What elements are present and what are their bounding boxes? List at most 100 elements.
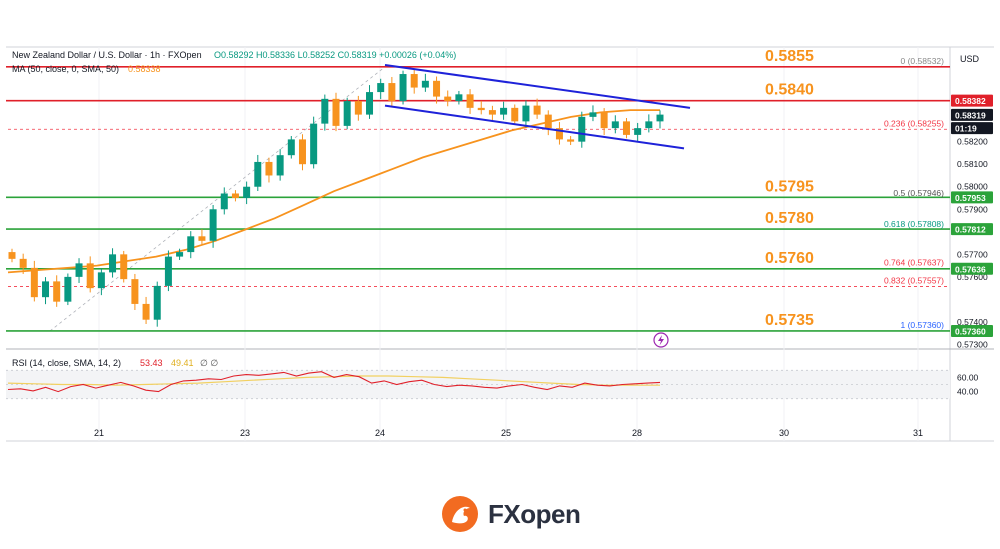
price-tick: 0.57600	[957, 272, 988, 282]
candle-body	[634, 128, 642, 135]
level-labels: 0.5855 0.5840 0.5795 0.5780 0.5760 0.5735	[765, 48, 814, 329]
candle-body	[142, 303, 150, 320]
price-badge-label: 0.57953	[955, 193, 986, 203]
candle-body	[455, 94, 463, 102]
candle-body	[622, 121, 630, 135]
candle-body	[600, 112, 608, 129]
candle-body	[645, 121, 653, 129]
candle-body	[433, 80, 441, 97]
candle-body	[231, 193, 239, 198]
candle-body	[388, 83, 396, 102]
time-tick: 28	[632, 428, 642, 438]
level-label: 0.5855	[765, 48, 814, 65]
lightning-glyph	[658, 335, 664, 346]
price-tick: 0.57700	[957, 249, 988, 259]
candle-body	[243, 186, 251, 198]
candle-body	[298, 139, 306, 165]
candle-body	[97, 272, 105, 289]
candle-body	[578, 116, 586, 142]
candle-body	[86, 263, 94, 289]
price-badge-label: 0.57812	[955, 225, 986, 235]
rsi-value: 53.43	[140, 358, 163, 368]
candle-body	[198, 236, 206, 241]
rsi-tick: 60.00	[957, 372, 979, 382]
candle-body	[332, 98, 340, 126]
candle-body	[276, 155, 284, 176]
candle-body	[209, 209, 217, 241]
price-badge-label: 0.58319	[955, 110, 986, 120]
price-badge	[951, 108, 993, 121]
candle-body	[444, 96, 452, 102]
brand-wordmark: FXopen	[488, 498, 581, 529]
candle-body	[354, 101, 362, 115]
candle-body	[611, 121, 619, 129]
candle-body	[42, 281, 50, 298]
price-badge-label: 0.57360	[955, 326, 986, 336]
level-label: 0.5780	[765, 210, 814, 227]
candle-body	[53, 281, 61, 302]
time-tick: 24	[375, 428, 385, 438]
price-tick: 0.58200	[957, 137, 988, 147]
candle-body	[176, 252, 184, 257]
price-tick: 0.58000	[957, 182, 988, 192]
price-badge-label: 0.58382	[955, 96, 986, 106]
rsi-tick: 40.00	[957, 387, 979, 397]
ohlc-readout: O0.58292 H0.58336 L0.58252 C0.58319 +0.0…	[214, 50, 456, 60]
level-label: 0.5795	[765, 178, 814, 195]
rsi-legend: RSI (14, close, SMA, 14, 2)	[12, 358, 121, 368]
rsi-sma-line	[7, 375, 660, 386]
candle-body	[555, 128, 563, 140]
candle-body	[544, 114, 552, 129]
time-tick: 30	[779, 428, 789, 438]
fib-label: 0.5 (0.57946)	[893, 188, 944, 198]
price-badge-label: 0.57636	[955, 264, 986, 274]
price-axis: 60.0040.000.582000.581000.580000.579000.…	[951, 94, 993, 397]
fib-label: 1 (0.57360)	[901, 320, 945, 330]
rsi-extra: ∅ ∅	[200, 358, 218, 368]
candle-body	[321, 98, 329, 124]
currency-label: USD	[960, 54, 980, 64]
candle-body	[75, 263, 83, 277]
candle-body	[109, 254, 117, 273]
time-tick: 25	[501, 428, 511, 438]
fib-retracement	[8, 66, 950, 332]
price-badge	[951, 94, 993, 107]
fib-label: 0.832 (0.57557)	[884, 276, 944, 286]
time-tick: 21	[94, 428, 104, 438]
time-tick: 31	[913, 428, 923, 438]
candle-body	[19, 258, 27, 268]
fib-label: 0.618 (0.57808)	[884, 219, 944, 229]
dragon-logo-icon	[442, 496, 478, 532]
candle-body	[164, 256, 172, 286]
price-badge	[951, 191, 993, 204]
descending-channel	[384, 64, 691, 150]
price-badge	[951, 223, 993, 236]
candle-body	[131, 279, 139, 304]
candle-body	[488, 110, 496, 115]
candle-body	[120, 254, 128, 280]
rsi-sma-value: 49.41	[171, 358, 194, 368]
candle-body	[589, 112, 597, 117]
candle-body	[522, 105, 530, 122]
fib-label: 0.764 (0.57637)	[884, 258, 944, 268]
channel-upper-line	[384, 64, 691, 109]
candle-body	[153, 285, 161, 320]
candle-body	[287, 139, 295, 156]
candle-body	[310, 123, 318, 165]
ma-legend-value: 0.58338	[128, 64, 161, 74]
time-tick: 23	[240, 428, 250, 438]
candle-body	[466, 94, 474, 108]
price-tick: 0.57300	[957, 339, 988, 349]
price-badge-label: 01:19	[955, 124, 977, 134]
candle-body	[399, 74, 407, 102]
candle-body	[220, 193, 228, 210]
candle-body	[30, 267, 38, 298]
candle-body	[500, 107, 508, 115]
horizontal-levels	[6, 66, 950, 332]
price-tick: 0.57900	[957, 204, 988, 214]
fib-label: 0.236 (0.58255)	[884, 118, 944, 128]
level-label: 0.5840	[765, 82, 814, 99]
candle-body	[8, 252, 16, 259]
price-badge	[951, 262, 993, 275]
